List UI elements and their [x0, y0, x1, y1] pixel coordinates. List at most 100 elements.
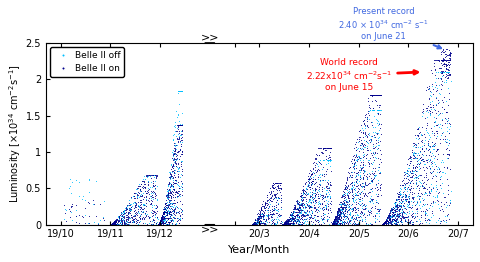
- Point: [113, 222, 121, 226]
- Point: [333, 219, 341, 223]
- Point: [405, 201, 413, 205]
- Point: [130, 219, 138, 223]
- Point: [157, 222, 165, 226]
- Point: [389, 217, 397, 221]
- Point: [307, 183, 315, 188]
- Point: [142, 174, 150, 178]
- Point: [322, 168, 330, 173]
- Point: [153, 184, 161, 188]
- Point: [379, 222, 386, 226]
- Point: [177, 89, 184, 93]
- Point: [315, 196, 323, 200]
- Point: [398, 211, 406, 215]
- Point: [171, 120, 179, 124]
- Point: [274, 219, 281, 223]
- Point: [309, 188, 317, 192]
- Point: [157, 221, 165, 225]
- Point: [174, 89, 182, 93]
- Point: [150, 189, 158, 194]
- Point: [163, 194, 171, 199]
- Point: [269, 184, 276, 188]
- Point: [440, 70, 447, 74]
- Point: [286, 212, 293, 217]
- Point: [319, 158, 327, 162]
- Point: [256, 216, 264, 220]
- Point: [178, 182, 186, 186]
- Point: [289, 209, 297, 213]
- Point: [397, 205, 405, 209]
- Point: [328, 222, 336, 226]
- Point: [136, 217, 144, 221]
- Point: [269, 188, 277, 193]
- Point: [334, 215, 342, 219]
- Point: [440, 69, 447, 73]
- Point: [372, 117, 380, 122]
- Point: [115, 215, 122, 219]
- Point: [324, 202, 332, 206]
- Point: [392, 204, 399, 208]
- Point: [325, 192, 333, 196]
- Point: [154, 217, 161, 221]
- Point: [396, 204, 404, 209]
- Point: [140, 209, 147, 213]
- Point: [333, 213, 341, 217]
- Point: [443, 80, 450, 84]
- Point: [132, 210, 140, 214]
- Point: [61, 211, 69, 215]
- Point: [334, 215, 342, 219]
- Point: [412, 136, 420, 140]
- Point: [426, 112, 433, 116]
- Point: [360, 184, 368, 189]
- Point: [381, 220, 388, 224]
- Point: [345, 198, 353, 202]
- Point: [401, 182, 409, 186]
- Point: [306, 212, 313, 216]
- Point: [424, 141, 432, 145]
- Point: [333, 210, 341, 214]
- Point: [312, 209, 319, 213]
- Point: [333, 211, 341, 216]
- Point: [400, 211, 408, 215]
- Point: [305, 177, 313, 181]
- Point: [131, 204, 138, 208]
- Point: [288, 217, 295, 221]
- Point: [293, 206, 300, 211]
- Point: [173, 194, 180, 198]
- Point: [404, 189, 411, 193]
- Point: [411, 215, 419, 219]
- Point: [410, 156, 418, 160]
- Point: [336, 221, 344, 225]
- Point: [144, 180, 152, 184]
- Point: [403, 171, 410, 175]
- Point: [334, 213, 342, 217]
- Point: [442, 139, 450, 144]
- Point: [323, 214, 331, 218]
- Point: [386, 214, 394, 218]
- Point: [108, 221, 116, 226]
- Point: [178, 132, 185, 137]
- Point: [157, 217, 165, 221]
- Point: [444, 192, 452, 196]
- Point: [421, 211, 429, 215]
- Point: [397, 192, 405, 196]
- Point: [328, 221, 336, 226]
- Point: [160, 206, 168, 210]
- Point: [298, 197, 305, 201]
- Point: [130, 217, 137, 221]
- Point: [369, 155, 376, 159]
- Point: [287, 217, 295, 221]
- Point: [358, 196, 365, 200]
- Point: [172, 129, 180, 133]
- Point: [300, 212, 307, 217]
- Point: [357, 160, 364, 165]
- Point: [307, 208, 315, 212]
- Point: [307, 205, 315, 209]
- Point: [322, 185, 330, 189]
- Point: [272, 193, 279, 198]
- Point: [291, 216, 299, 220]
- Point: [163, 204, 171, 209]
- Point: [403, 220, 411, 224]
- Point: [392, 204, 399, 208]
- Point: [351, 142, 359, 146]
- Point: [151, 179, 159, 183]
